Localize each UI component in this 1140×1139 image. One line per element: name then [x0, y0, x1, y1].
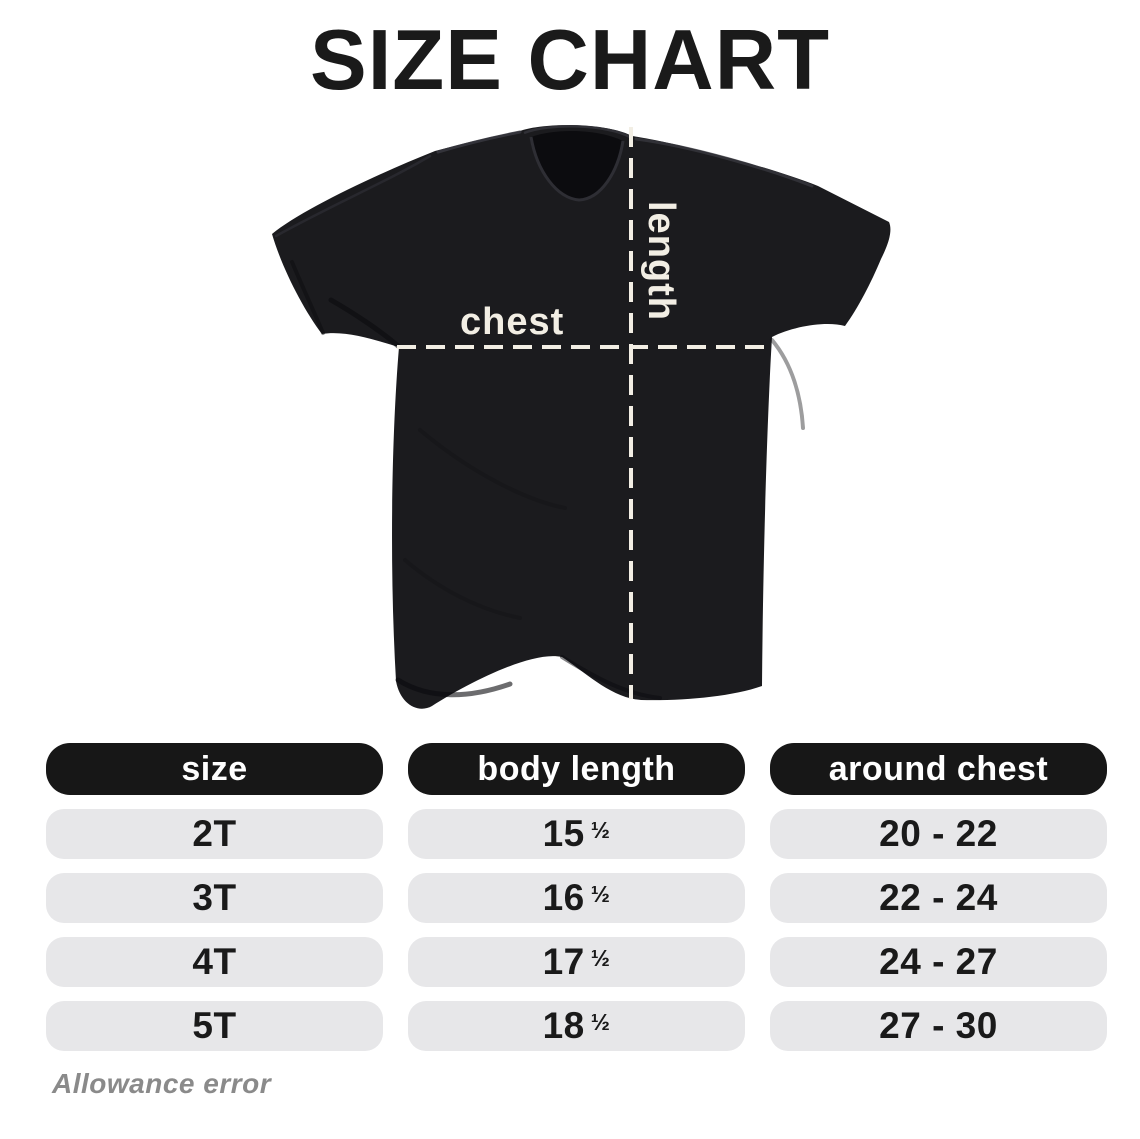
size-cell-2t: 2T: [46, 809, 383, 859]
body-length-cell-5t: 18 ½: [408, 1001, 745, 1051]
body-length-cell-2t: 15 ½: [408, 809, 745, 859]
around-chest-cell-5t: 27 - 30: [770, 1001, 1107, 1051]
size-cell-4t: 4T: [46, 937, 383, 987]
size-cell-5t: 5T: [46, 1001, 383, 1051]
tshirt-diagram: chest length: [272, 125, 891, 709]
body-length-cell-4t: 17 ½: [408, 937, 745, 987]
tshirt-photo-icon: [272, 125, 891, 709]
length-fraction: ½: [590, 944, 611, 971]
length-whole: 18: [542, 1005, 585, 1046]
column-header-size: size: [46, 743, 383, 795]
page-title: SIZE CHART: [310, 13, 830, 108]
length-whole: 16: [542, 877, 585, 918]
length-fraction: ½: [590, 880, 611, 907]
column-header-around-chest: around chest: [770, 743, 1107, 795]
around-chest-cell-3t: 22 - 24: [770, 873, 1107, 923]
body-length-cell-3t: 16 ½: [408, 873, 745, 923]
chest-label: chest: [460, 301, 564, 343]
around-chest-cell-2t: 20 - 22: [770, 809, 1107, 859]
footnote: Allowance error: [52, 1068, 272, 1099]
size-cell-3t: 3T: [46, 873, 383, 923]
around-chest-cell-4t: 24 - 27: [770, 937, 1107, 987]
length-label: length: [640, 201, 682, 321]
length-whole: 17: [542, 941, 585, 982]
length-whole: 15: [542, 813, 585, 854]
length-fraction: ½: [590, 1008, 611, 1035]
size-table: size body length around chest 2T 15 ½ 20 …: [46, 743, 1107, 1051]
column-header-body-length: body length: [408, 743, 745, 795]
length-fraction: ½: [590, 816, 611, 843]
